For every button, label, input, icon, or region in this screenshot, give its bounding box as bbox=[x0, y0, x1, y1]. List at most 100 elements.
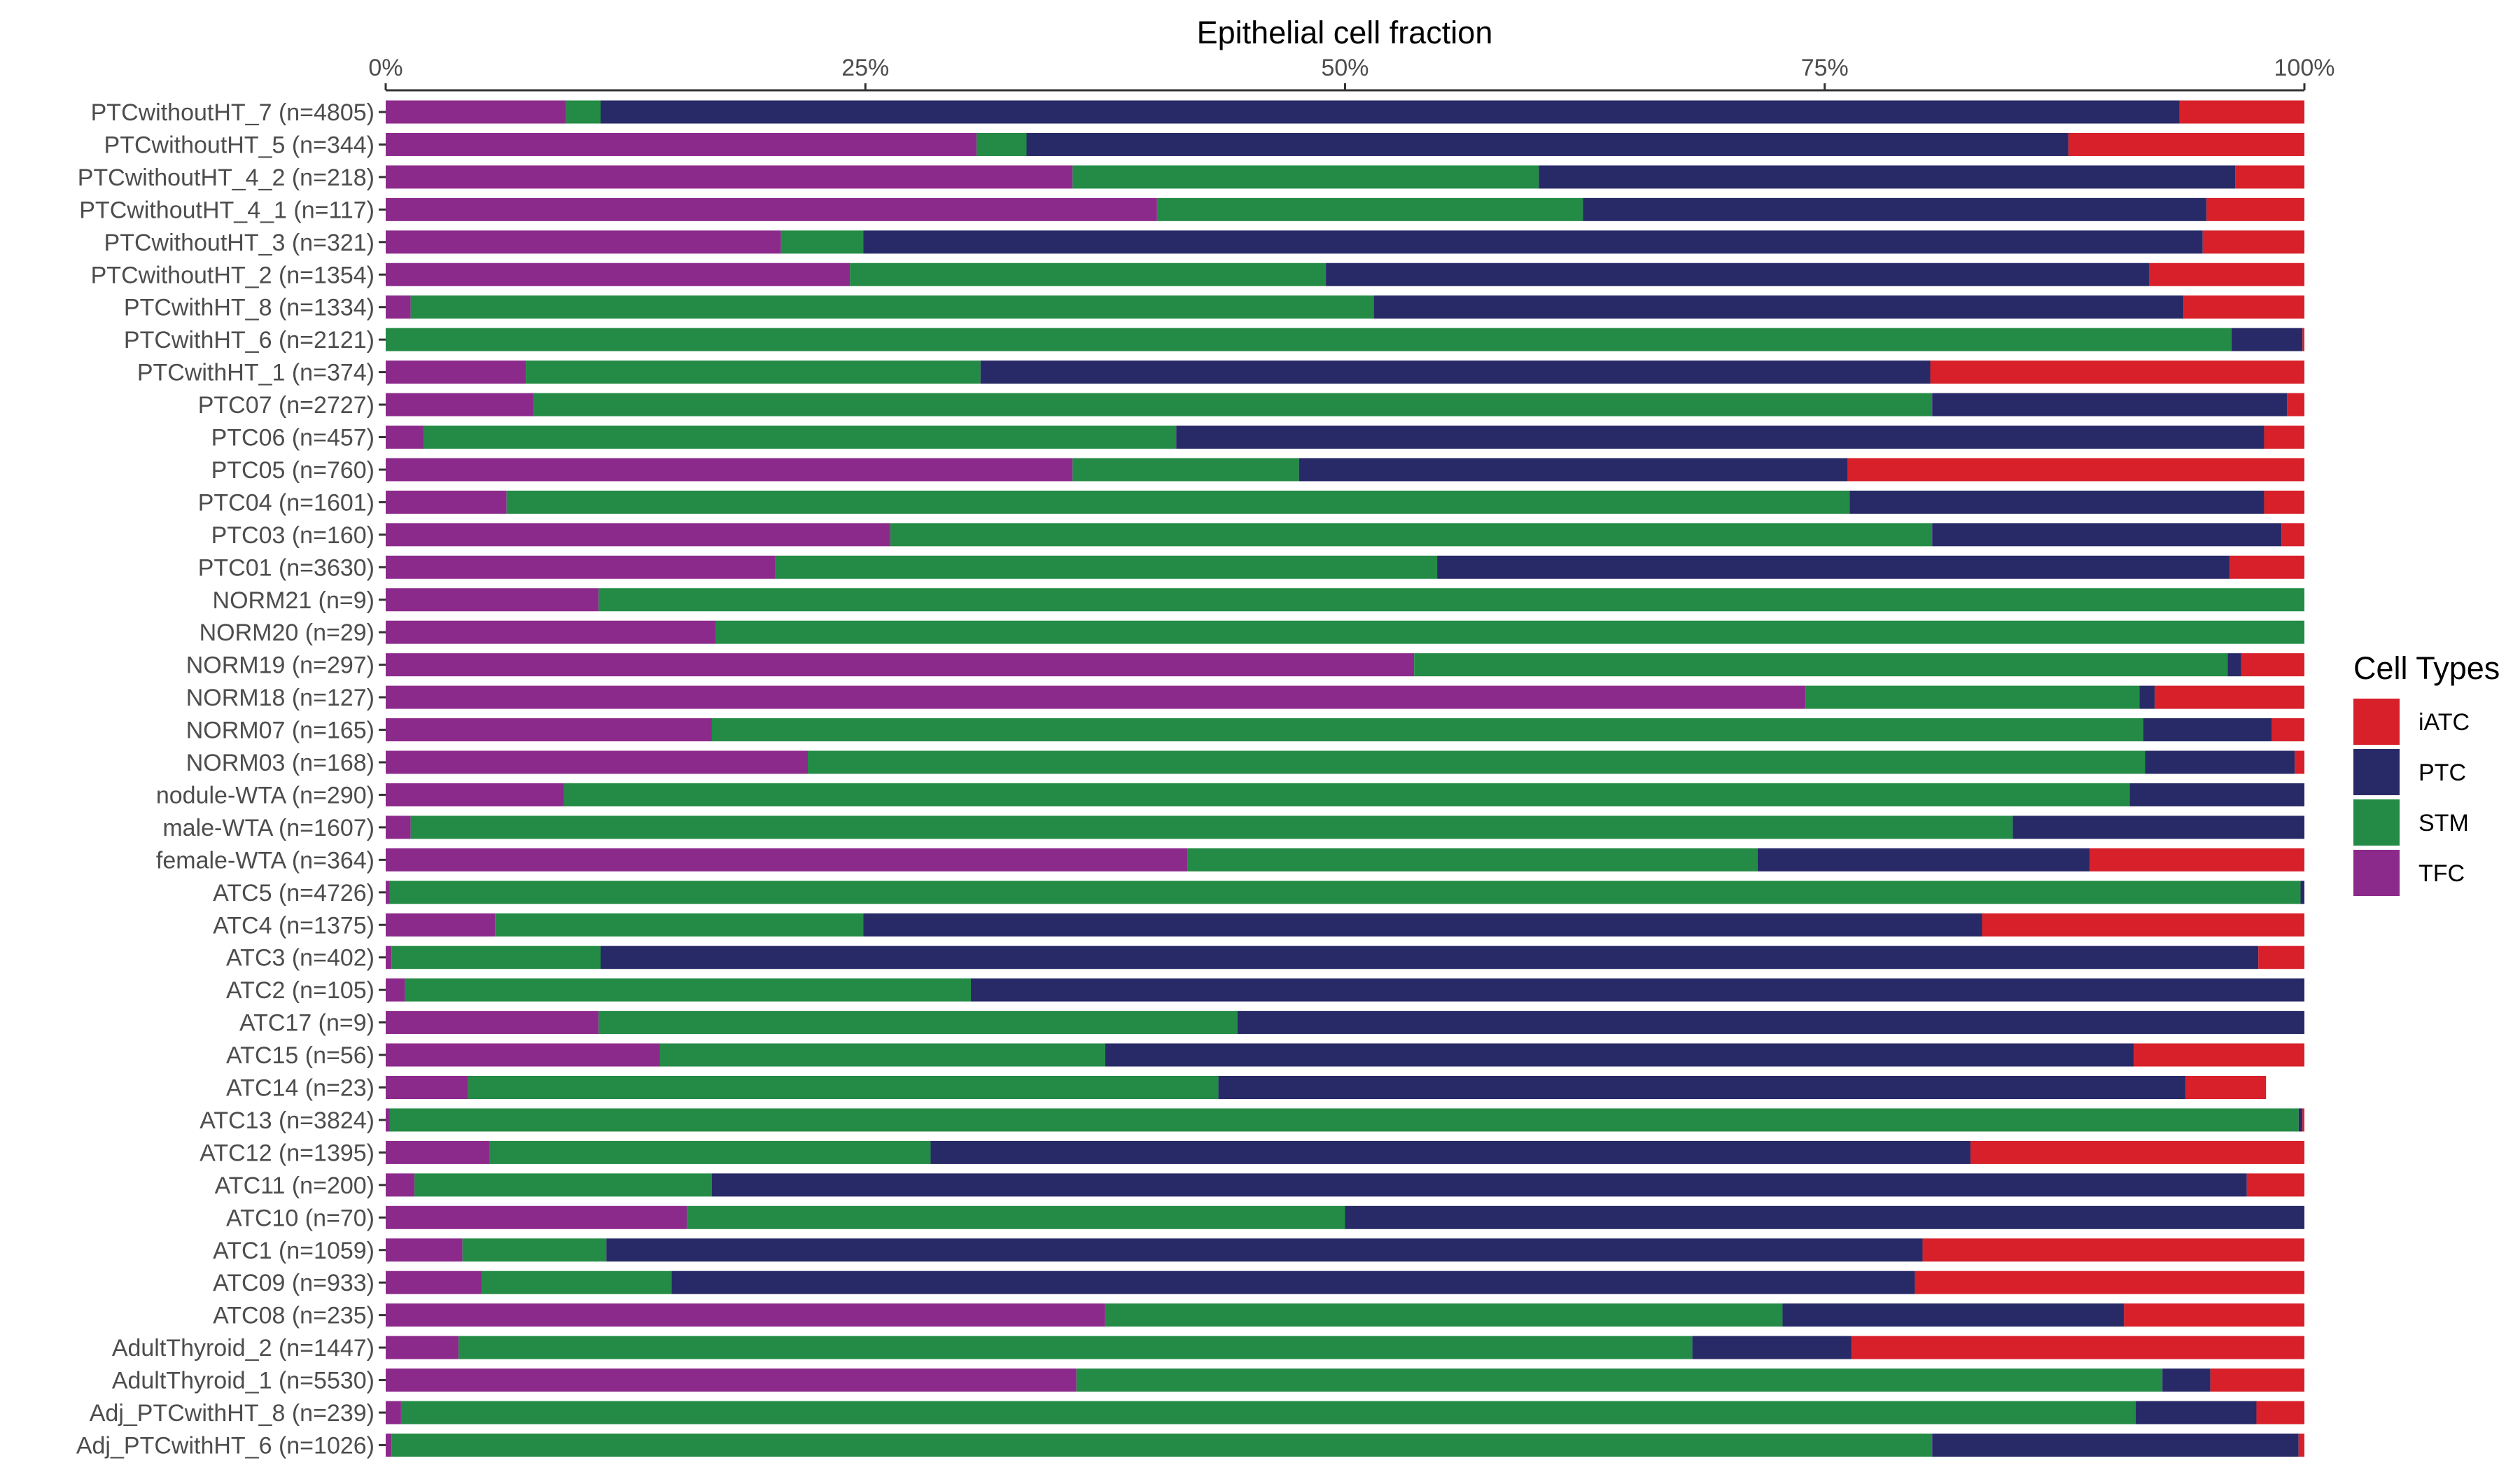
bar-segment-stm bbox=[775, 555, 1438, 579]
bar-segment-ptc bbox=[971, 978, 2304, 1002]
bar-segment-stm bbox=[482, 1270, 672, 1294]
bar-segment-stm bbox=[410, 816, 2013, 839]
bar-segment-iatc bbox=[2295, 750, 2304, 774]
legend-label-stm: STM bbox=[2418, 810, 2469, 836]
bar-segment-tfc bbox=[386, 230, 781, 254]
bar-segment-stm bbox=[1105, 1303, 1783, 1327]
bar-row bbox=[386, 1238, 2304, 1262]
bar-segment-stm bbox=[391, 946, 601, 969]
bar-segment-ptc bbox=[1298, 458, 1848, 482]
bar-segment-iatc bbox=[2179, 100, 2304, 124]
bar-row bbox=[386, 1433, 2304, 1457]
legend: Cell Types iATC PTC STM TFC bbox=[2353, 650, 2500, 896]
bar-row bbox=[386, 1270, 2304, 1294]
bar-segment-ptc bbox=[1539, 165, 2236, 189]
category-label: PTCwithHT_1 (n=374) bbox=[137, 360, 374, 386]
x-tick-label: 100% bbox=[2274, 55, 2335, 81]
bar-segment-tfc bbox=[386, 523, 890, 547]
bar-segment-iatc bbox=[2185, 1076, 2267, 1099]
bar-segment-tfc bbox=[386, 555, 776, 579]
bar-row bbox=[386, 262, 2304, 286]
bar-segment-stm bbox=[1187, 848, 1758, 872]
bar-segment-ptc bbox=[863, 913, 1982, 937]
bar-segment-stm bbox=[386, 328, 2232, 351]
bar-segment-stm bbox=[564, 783, 2130, 806]
bar-row bbox=[386, 913, 2304, 937]
bar-segment-ptc bbox=[1345, 1205, 2304, 1229]
bar-segment-stm bbox=[489, 1140, 931, 1164]
bar-row bbox=[386, 946, 2304, 969]
bar-row bbox=[386, 523, 2304, 547]
bar-segment-ptc bbox=[2298, 1108, 2303, 1132]
bar-segment-tfc bbox=[386, 1270, 482, 1294]
category-label: NORM19 (n=297) bbox=[186, 652, 374, 679]
bar-row bbox=[386, 1368, 2304, 1392]
bar-row bbox=[386, 1076, 2267, 1099]
legend-swatch-iatc bbox=[2353, 699, 2400, 745]
bar-segment-iatc bbox=[2148, 262, 2304, 286]
bar-segment-tfc bbox=[386, 393, 534, 416]
bar-row bbox=[386, 458, 2304, 482]
bar-segment-stm bbox=[526, 360, 981, 384]
category-label: ATC15 (n=56) bbox=[226, 1042, 374, 1069]
category-label: PTC03 (n=160) bbox=[211, 522, 374, 549]
bar-segment-stm bbox=[1072, 165, 1539, 189]
bar-segment-tfc bbox=[386, 783, 564, 806]
bar-segment-tfc bbox=[386, 262, 850, 286]
bar-segment-tfc bbox=[386, 490, 507, 514]
bar-segment-ptc bbox=[1757, 848, 2090, 872]
category-label: NORM20 (n=29) bbox=[200, 620, 374, 646]
bar-segment-tfc bbox=[386, 750, 808, 774]
bar-row bbox=[386, 230, 2304, 254]
bar-segment-iatc bbox=[2155, 685, 2304, 709]
category-label: PTC06 (n=457) bbox=[211, 425, 374, 451]
category-label: ATC3 (n=402) bbox=[226, 945, 374, 972]
bar-segment-ptc bbox=[2129, 783, 2304, 806]
bar-segment-stm bbox=[711, 718, 2143, 742]
bar-segment-ptc bbox=[1176, 426, 2264, 449]
bar-segment-tfc bbox=[386, 816, 411, 839]
bar-segment-stm bbox=[389, 881, 2301, 904]
bar-segment-stm bbox=[598, 1011, 1238, 1035]
category-label: ATC12 (n=1395) bbox=[200, 1140, 374, 1166]
bar-row bbox=[386, 393, 2304, 416]
bar-segment-iatc bbox=[2287, 393, 2304, 416]
bar-segment-iatc bbox=[2246, 1173, 2304, 1197]
bar-segment-tfc bbox=[386, 1173, 415, 1197]
category-label: ATC4 (n=1375) bbox=[213, 912, 374, 939]
category-label: PTC01 (n=3630) bbox=[198, 554, 374, 581]
bar-segment-tfc bbox=[386, 426, 424, 449]
bar-segment-ptc bbox=[980, 360, 1931, 384]
bar-segment-ptc bbox=[1692, 1336, 1852, 1359]
category-label: Adj_PTCwithHT_8 (n=239) bbox=[90, 1400, 374, 1427]
category-label: Adj_PTCwithHT_6 (n=1026) bbox=[76, 1432, 374, 1459]
bar-segment-iatc bbox=[2264, 490, 2304, 514]
bar-segment-tfc bbox=[386, 1336, 459, 1359]
bar-segment-iatc bbox=[1914, 1270, 2304, 1294]
bar-segment-iatc bbox=[2256, 1401, 2304, 1424]
bar-segment-stm bbox=[659, 1043, 1105, 1067]
bar-segment-iatc bbox=[2241, 653, 2304, 677]
bar-segment-tfc bbox=[386, 1205, 687, 1229]
category-label: ATC14 (n=23) bbox=[226, 1075, 374, 1102]
bar-row bbox=[386, 848, 2304, 872]
bar-segment-tfc bbox=[386, 718, 712, 742]
bar-segment-tfc bbox=[386, 1011, 599, 1035]
bar-segment-stm bbox=[1156, 197, 1583, 221]
bar-segment-iatc bbox=[2202, 230, 2304, 254]
bar-segment-iatc bbox=[1922, 1238, 2304, 1262]
bar-segment-tfc bbox=[386, 1108, 390, 1132]
bar-row bbox=[386, 100, 2304, 124]
x-tick-label: 25% bbox=[841, 55, 889, 81]
bar-segment-ptc bbox=[671, 1270, 1915, 1294]
bar-segment-tfc bbox=[386, 881, 390, 904]
bar-row bbox=[386, 750, 2304, 774]
bar-segment-iatc bbox=[2235, 165, 2304, 189]
category-label: male-WTA (n=1607) bbox=[162, 815, 374, 841]
bar-segment-ptc bbox=[1238, 1011, 2304, 1035]
bar-segment-stm bbox=[1076, 1368, 2163, 1392]
category-label: ATC2 (n=105) bbox=[226, 977, 374, 1004]
bar-row bbox=[386, 1173, 2304, 1197]
bar-segment-tfc bbox=[386, 1238, 463, 1262]
x-tick-label: 75% bbox=[1801, 55, 1849, 81]
